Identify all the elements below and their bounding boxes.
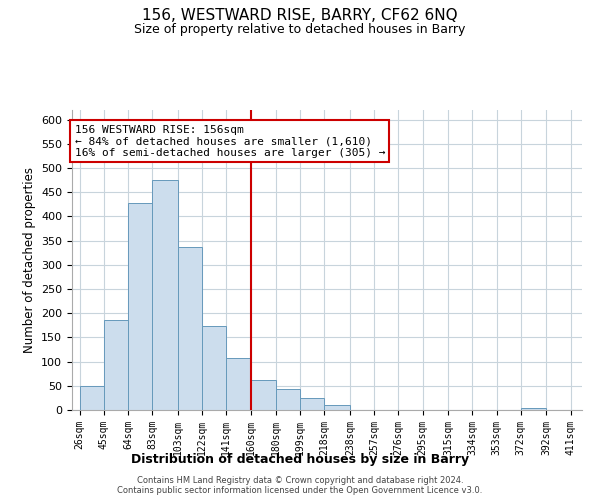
Text: Size of property relative to detached houses in Barry: Size of property relative to detached ho… bbox=[134, 22, 466, 36]
Bar bbox=[226, 358, 251, 410]
Text: 156 WESTWARD RISE: 156sqm
← 84% of detached houses are smaller (1,610)
16% of se: 156 WESTWARD RISE: 156sqm ← 84% of detac… bbox=[74, 124, 385, 158]
Bar bbox=[276, 388, 300, 410]
Bar bbox=[152, 180, 178, 410]
Text: Contains HM Land Registry data © Crown copyright and database right 2024.
Contai: Contains HM Land Registry data © Crown c… bbox=[118, 476, 482, 495]
Bar bbox=[178, 247, 202, 410]
Text: Distribution of detached houses by size in Barry: Distribution of detached houses by size … bbox=[131, 452, 469, 466]
Bar bbox=[251, 380, 276, 410]
Bar bbox=[128, 203, 152, 410]
Bar bbox=[104, 320, 128, 410]
Text: 156, WESTWARD RISE, BARRY, CF62 6NQ: 156, WESTWARD RISE, BARRY, CF62 6NQ bbox=[142, 8, 458, 22]
Bar bbox=[80, 386, 104, 410]
Bar bbox=[202, 326, 226, 410]
Bar bbox=[300, 398, 325, 410]
Y-axis label: Number of detached properties: Number of detached properties bbox=[23, 167, 35, 353]
Bar bbox=[521, 408, 547, 410]
Bar bbox=[325, 404, 350, 410]
